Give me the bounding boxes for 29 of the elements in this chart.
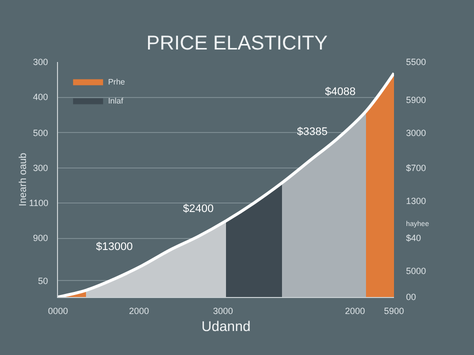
text: $700 — [406, 163, 426, 173]
text: 0000 — [48, 306, 68, 316]
text: 5000 — [406, 266, 426, 276]
annotation: $4088 — [325, 86, 356, 98]
legend-label: Prhe — [108, 77, 126, 86]
annotation: $13000 — [96, 241, 133, 253]
legend-label: Inlaf — [108, 96, 124, 106]
text: 900 — [33, 233, 48, 243]
text: 50 — [38, 276, 48, 286]
text: 2000 — [345, 306, 366, 316]
annotation: $3385 — [297, 126, 328, 138]
text: 00 — [406, 292, 416, 302]
annotation: $2400 — [183, 203, 214, 215]
text: 300 — [33, 57, 48, 67]
text: 3000 — [406, 128, 426, 138]
text: $40 — [406, 233, 422, 243]
text: 5900 — [406, 95, 426, 105]
text: 1300 — [406, 196, 426, 206]
y-axis-title: Inearh oaub — [18, 152, 29, 206]
text: 2000 — [129, 306, 150, 316]
text: 1100 — [29, 198, 48, 208]
text: 300 — [33, 163, 48, 173]
text: 3000 — [213, 306, 234, 316]
text: 5900 — [384, 306, 404, 316]
text: 5500 — [406, 57, 426, 67]
x-axis-title: Udannd — [201, 318, 251, 334]
chart-title: PRICE ELASTICITY — [146, 32, 328, 54]
text: 400 — [33, 92, 48, 102]
text: 500 — [33, 128, 48, 138]
